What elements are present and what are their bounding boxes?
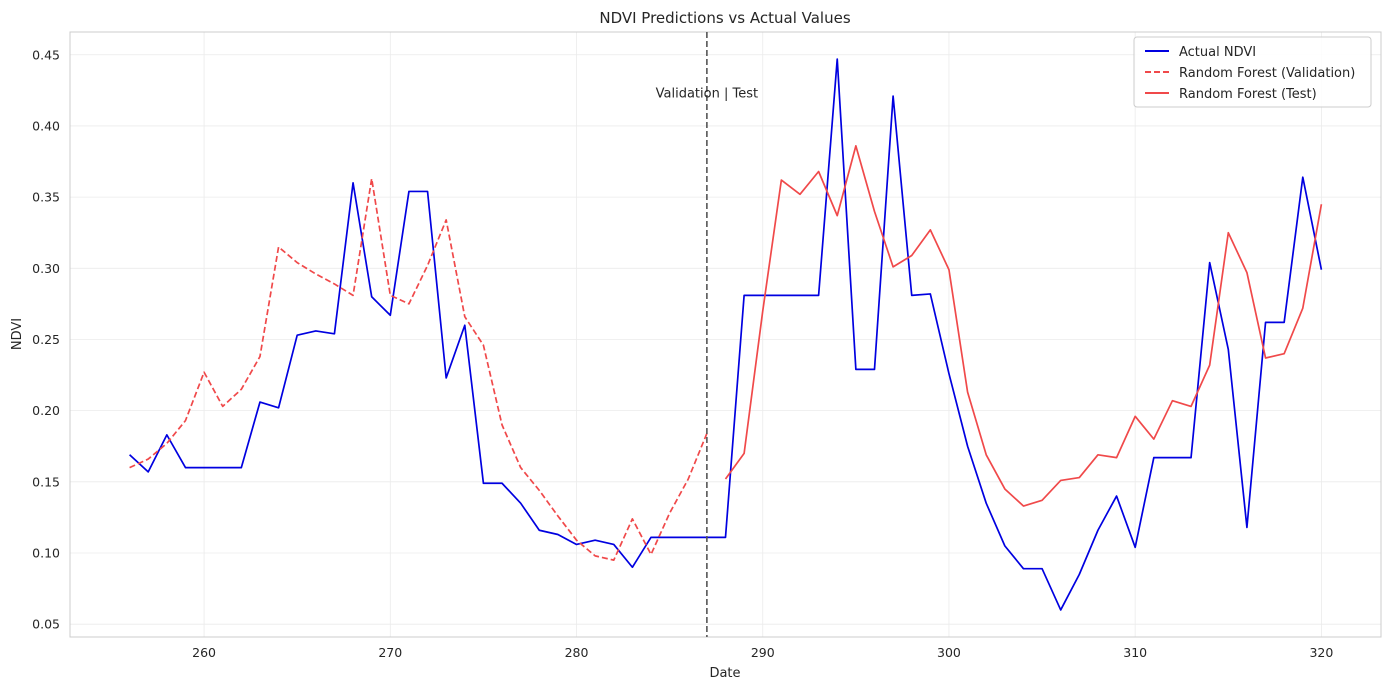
y-axis-label: NDVI xyxy=(10,318,25,350)
legend-box xyxy=(1133,36,1372,108)
series-line-1 xyxy=(129,177,708,561)
x-tick-label: 290 xyxy=(751,645,775,660)
chart-title: NDVI Predictions vs Actual Values xyxy=(599,9,850,27)
legend-label-validation: Random Forest (Validation) xyxy=(1179,66,1355,81)
y-tick-label: 0.10 xyxy=(32,546,60,561)
y-tick-labels: 0.05 0.10 0.15 0.20 0.25 0.30 0.35 0.40 0.45 xyxy=(32,47,60,631)
legend-label-test: Random Forest (Test) xyxy=(1179,87,1317,102)
series-line-2 xyxy=(724,145,1323,507)
legend: Actual NDVI Random Forest (Validation) R… xyxy=(1133,36,1372,108)
x-tick-label: 280 xyxy=(565,645,589,660)
y-tick-label: 0.15 xyxy=(32,474,60,489)
split-annotation: Validation | Test xyxy=(656,86,758,101)
x-tick-label: 310 xyxy=(1123,645,1147,660)
x-tick-label: 260 xyxy=(192,645,216,660)
grid xyxy=(70,32,1381,637)
x-tick-label: 270 xyxy=(378,645,402,660)
y-tick-label: 0.05 xyxy=(32,617,60,632)
y-tick-label: 0.20 xyxy=(32,403,60,418)
x-axis-label: Date xyxy=(709,666,740,681)
y-tick-label: 0.45 xyxy=(32,47,60,62)
x-tick-labels: 260 270 280 290 300 310 320 xyxy=(192,645,1333,660)
y-tick-label: 0.25 xyxy=(32,332,60,347)
y-tick-label: 0.30 xyxy=(32,261,60,276)
x-tick-label: 320 xyxy=(1309,645,1333,660)
legend-label-actual: Actual NDVI xyxy=(1179,45,1256,60)
plot-area-frame xyxy=(69,31,1382,638)
x-tick-label: 300 xyxy=(937,645,961,660)
series-group xyxy=(129,58,1323,611)
y-tick-label: 0.40 xyxy=(32,118,60,133)
y-tick-label: 0.35 xyxy=(32,190,60,205)
series-line-0 xyxy=(129,58,1323,611)
